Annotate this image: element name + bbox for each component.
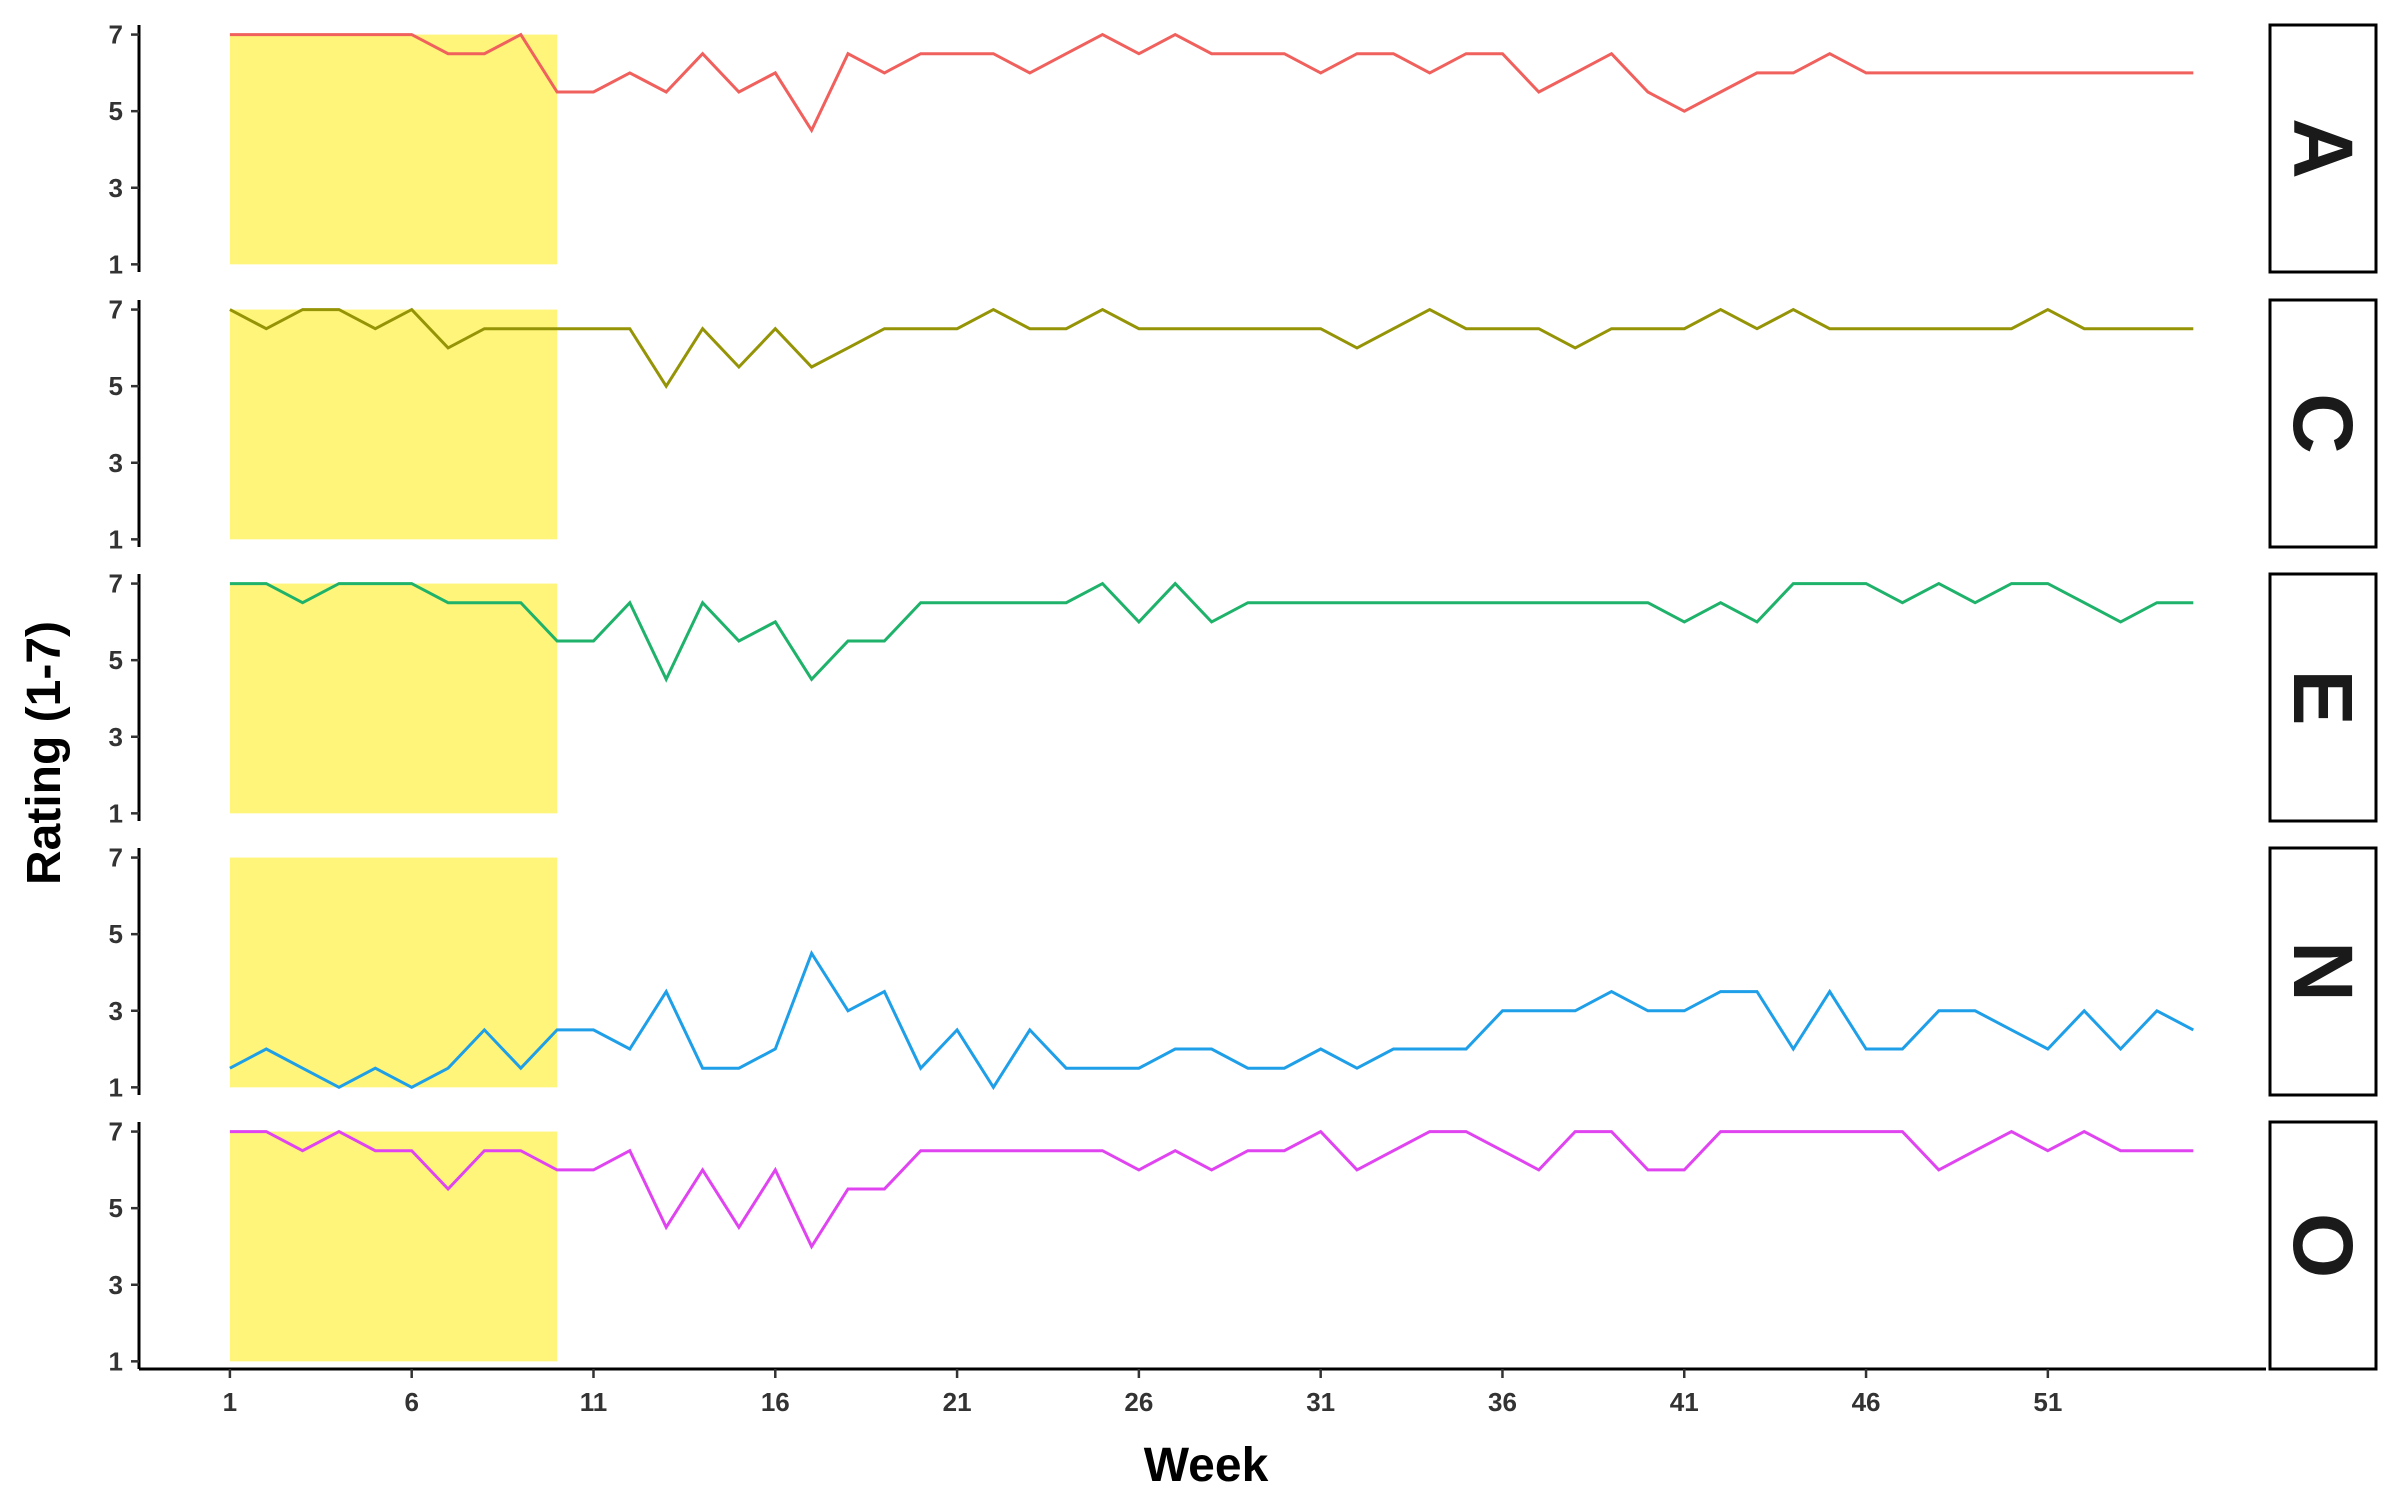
- panel-O: 1 3 5 7 O: [109, 1117, 2378, 1376]
- y-tick-label: 3: [109, 173, 123, 203]
- x-tick-label: 16: [761, 1387, 790, 1417]
- facet-strip: [2268, 846, 2378, 1097]
- panel-N: 1 3 5 7 N: [109, 843, 2378, 1102]
- y-tick-label: 1: [109, 249, 123, 279]
- panel-A: 1 3 5 7 A: [109, 20, 2378, 279]
- y-tick-label: 7: [109, 1117, 123, 1147]
- y-tick-label: 1: [109, 524, 123, 554]
- y-tick-label: 7: [109, 295, 123, 325]
- highlight-region: [229, 583, 558, 814]
- y-tick-label: 5: [109, 96, 123, 126]
- y-tick-label: 7: [109, 569, 123, 599]
- x-tick-label: 46: [1852, 1387, 1881, 1417]
- x-tick-label: 31: [1306, 1387, 1335, 1417]
- y-tick-label: 3: [109, 996, 123, 1026]
- y-tick-label: 3: [109, 1270, 123, 1300]
- x-tick-label: 51: [2033, 1387, 2062, 1417]
- y-tick-label: 1: [109, 798, 123, 828]
- facet-strip-label: N: [2276, 941, 2370, 1002]
- highlight-region: [229, 34, 558, 265]
- y-tick-label: 1: [109, 1346, 123, 1376]
- panel-E: 1 3 5 7 E: [109, 569, 2378, 828]
- panel-C: 1 3 5 7 C: [109, 295, 2378, 554]
- x-tick-label: 26: [1124, 1387, 1153, 1417]
- y-tick-label: 5: [109, 1193, 123, 1223]
- y-tick-label: 3: [109, 722, 123, 752]
- facet-strip: [2268, 298, 2378, 549]
- facet-strip: [2268, 572, 2378, 823]
- x-tick-label: 21: [943, 1387, 972, 1417]
- y-tick-label: 5: [109, 645, 123, 675]
- facet-strip-label: C: [2276, 393, 2370, 454]
- highlight-region: [229, 1131, 558, 1362]
- series-line-O: [229, 1129, 2194, 1250]
- y-axis-title: Rating (1-7): [18, 621, 71, 885]
- x-tick-label: 36: [1488, 1387, 1517, 1417]
- facet-panels: 1 3 5 7 A 1 3 5 7 C 1 3 5 7 E 1 3 5 7 N 1 3 5 7 O: [109, 20, 2378, 1376]
- facet-strip-label: E: [2276, 669, 2370, 725]
- x-axis: 1 6 11 16 21 26 31 36 41 46 51: [139, 1367, 2266, 1417]
- facet-strip: [2268, 1120, 2378, 1371]
- y-tick-label: 5: [109, 919, 123, 949]
- x-tick-label: 11: [580, 1387, 608, 1417]
- y-tick-label: 7: [109, 20, 123, 50]
- highlight-region: [229, 309, 558, 540]
- y-tick-label: 1: [109, 1072, 123, 1102]
- y-tick-label: 3: [109, 448, 123, 478]
- series-line-C: [229, 307, 2194, 390]
- series-line-A: [229, 32, 2194, 134]
- facet-strip: [2268, 23, 2378, 274]
- facet-strip-label: O: [2276, 1213, 2370, 1278]
- series-line-N: [229, 949, 2194, 1091]
- y-tick-label: 7: [109, 843, 123, 873]
- series-line-E: [229, 581, 2194, 683]
- x-tick-label: 1: [223, 1387, 237, 1417]
- x-tick-label: 41: [1670, 1387, 1699, 1417]
- x-axis-title: Week: [1144, 1439, 1269, 1492]
- y-tick-label: 5: [109, 371, 123, 401]
- facet-strip-label: A: [2276, 118, 2370, 179]
- x-tick-label: 6: [404, 1387, 418, 1417]
